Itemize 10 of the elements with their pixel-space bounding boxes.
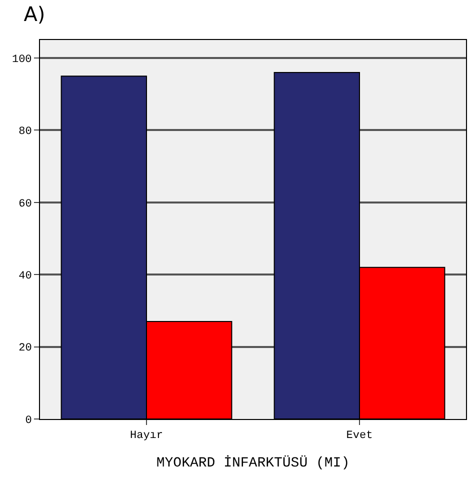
chart-title: A) [24,2,46,26]
x-axis-title: MYOKARD İNFARKTÜSÜ (MI) [156,454,350,472]
y-tick-label: 60 [18,198,32,210]
y-tick-label: 80 [18,126,32,138]
y-tick-label: 0 [25,414,32,427]
x-tick-label: Hayır [130,430,164,442]
y-tick-label: 100 [12,54,32,66]
y-tick-label: 20 [18,342,32,355]
x-tick-label: Evet [346,430,373,442]
y-tick-label: 40 [18,270,32,282]
